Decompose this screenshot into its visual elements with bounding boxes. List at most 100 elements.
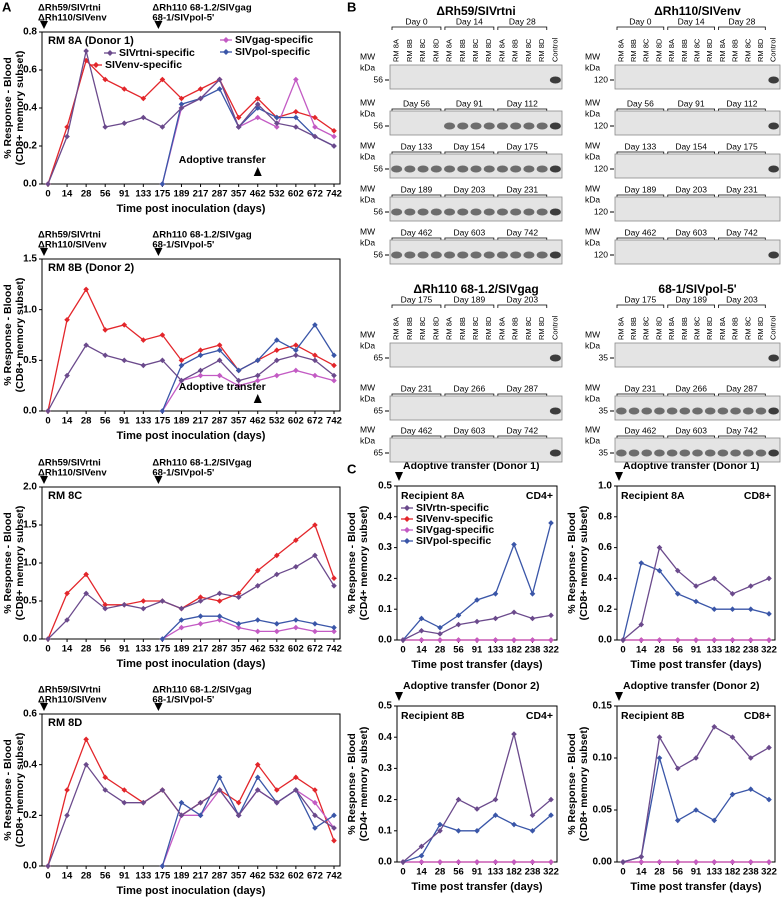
y-tick-label: 0.8 — [23, 27, 37, 38]
subset-label: CD4+ — [526, 710, 553, 722]
series-line — [47, 763, 335, 867]
day-label: Day 742 — [726, 227, 758, 237]
y-axis-subtitle: (CD8+ memory subset) — [14, 51, 26, 166]
series-line — [47, 288, 335, 412]
legend-marker — [404, 527, 410, 533]
data-point — [312, 114, 318, 121]
y-tick-label: 0.05 — [593, 805, 613, 816]
data-point — [331, 825, 337, 831]
arrow — [253, 167, 262, 176]
mw-value: 120 — [594, 163, 608, 173]
data-point — [293, 124, 299, 130]
day-label: Day 231 — [726, 184, 758, 194]
lane-label: RM 8A — [718, 39, 727, 62]
y-tick-label: 1.0 — [598, 481, 612, 492]
data-point — [274, 372, 280, 379]
data-point — [620, 859, 626, 865]
data-point — [102, 774, 108, 781]
lane-label: RM 8A — [392, 317, 401, 340]
data-point — [64, 317, 70, 323]
y-axis-title: % Response - Blood — [566, 733, 578, 835]
legend-label: SIVgag-specific — [235, 34, 313, 46]
data-point — [693, 859, 699, 865]
blot-band — [470, 251, 482, 259]
x-tick-label: 742 — [326, 189, 342, 200]
x-tick-label: 28 — [81, 189, 92, 200]
vector-label: ΔRh110/SIVenv — [38, 13, 107, 24]
lane-label: RM 8B — [731, 39, 740, 62]
x-tick-label: 14 — [62, 871, 73, 882]
y-tick-label: 0.5 — [378, 481, 392, 492]
day-label: Day 203 — [726, 294, 758, 304]
blot-band — [549, 165, 561, 173]
data-point — [766, 744, 772, 751]
data-point — [197, 621, 204, 627]
mw-value: 56 — [374, 74, 384, 84]
day-label: Day 189 — [625, 184, 657, 194]
lane-label: RM 8C — [692, 316, 701, 340]
data-point — [747, 583, 754, 589]
y-tick-label: 0.0 — [598, 635, 612, 646]
x-tick-label: 0 — [620, 867, 625, 878]
data-point — [293, 774, 299, 781]
x-tick-label: 182 — [506, 867, 522, 878]
x-tick-label: 28 — [81, 416, 92, 427]
mw-value: 35 — [599, 405, 609, 415]
data-point — [529, 591, 536, 597]
data-point — [693, 807, 699, 813]
vector-label: ΔRh59/SIVrtni — [38, 685, 101, 696]
data-point — [418, 627, 425, 634]
day-bracket — [444, 393, 495, 397]
data-point — [254, 787, 261, 793]
legend-label: SIVpol-specific — [235, 46, 310, 58]
mw-unit: kDa — [585, 108, 600, 118]
mw-label: MW — [585, 424, 600, 434]
lane-label: RM 8B — [405, 317, 414, 340]
data-point — [474, 859, 480, 865]
data-point — [455, 612, 462, 619]
data-point — [64, 787, 70, 793]
lane-label: RM 8A — [718, 317, 727, 340]
plot-frame — [41, 713, 341, 867]
blot-title: ΔRh110 68-1.2/SIVgag — [413, 282, 538, 296]
data-point — [674, 637, 681, 643]
lane-label: RM 8B — [511, 39, 520, 62]
chart-subtitle: Recipient 8A — [621, 490, 685, 502]
blot-band — [616, 407, 627, 415]
data-point — [140, 598, 147, 604]
x-tick-label: 532 — [269, 189, 285, 200]
mw-value: 35 — [599, 352, 609, 362]
data-point — [437, 859, 443, 865]
mw-unit: kDa — [360, 194, 375, 204]
blot-strip — [614, 153, 781, 179]
chart-title: RM 8A (Donor 1) — [48, 35, 134, 47]
data-point — [331, 837, 337, 844]
day-bracket — [667, 194, 715, 198]
data-point — [293, 114, 299, 121]
data-point — [83, 761, 89, 768]
vector-label: ΔRh59/SIVrtni — [38, 230, 101, 241]
blot-band — [417, 165, 429, 173]
series-line — [402, 733, 552, 863]
lane-label: RM 8D — [705, 38, 714, 62]
data-point — [121, 120, 128, 126]
blot-strip — [614, 110, 781, 136]
blot-band — [523, 165, 535, 173]
lane-label: Control — [769, 315, 778, 340]
data-point — [511, 821, 517, 828]
y-tick-label: 0.0 — [378, 857, 392, 868]
blot-band — [755, 407, 767, 415]
day-label: Day 603 — [454, 227, 486, 237]
data-point — [331, 583, 337, 589]
x-tick-label: 0 — [620, 645, 625, 656]
blot-band — [628, 407, 640, 415]
data-point — [747, 755, 754, 761]
data-point — [140, 95, 147, 102]
lane-label: RM 8C — [471, 316, 480, 340]
data-point — [729, 637, 736, 643]
x-tick-label: 28 — [81, 644, 92, 655]
chart-title: Adoptive transfer (Donor 1) — [623, 460, 760, 472]
blot-band — [483, 251, 495, 259]
blot-band — [430, 165, 442, 173]
